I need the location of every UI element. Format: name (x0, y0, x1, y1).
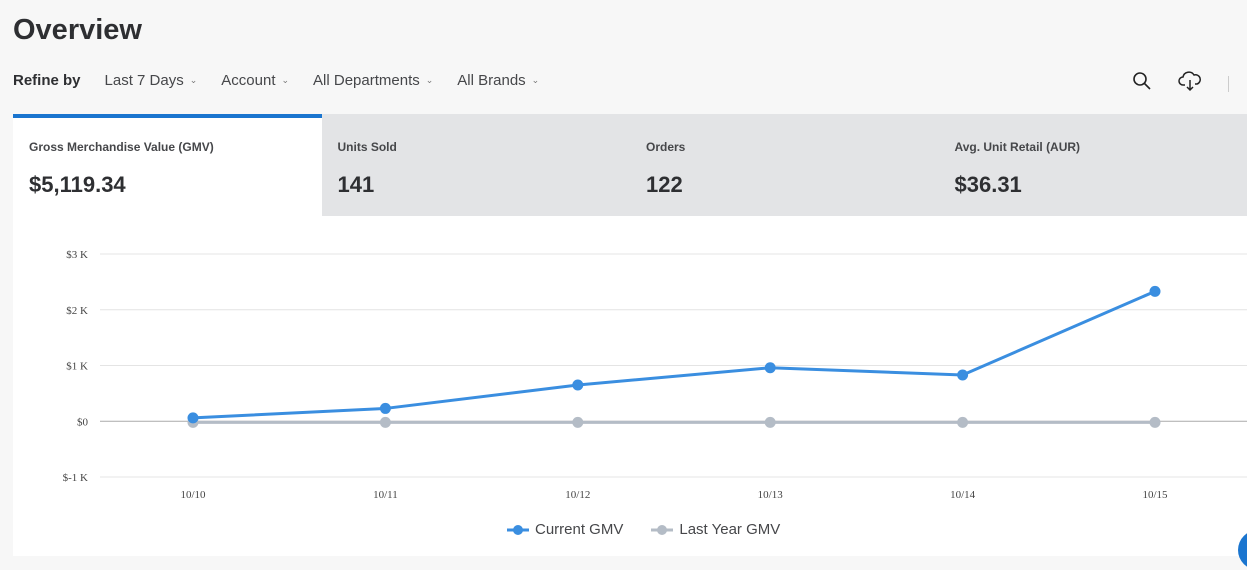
y-tick-label: $0 (77, 416, 89, 428)
data-point (572, 380, 583, 391)
legend-label: Last Year GMV (679, 521, 780, 538)
data-point (1150, 286, 1161, 297)
series-line-current (193, 291, 1155, 418)
y-tick-label: $1 K (66, 361, 88, 373)
legend-label: Current GMV (535, 521, 623, 538)
x-tick-label: 10/14 (950, 489, 976, 501)
data-point (765, 417, 776, 428)
y-tick-label: $-1 K (63, 472, 88, 484)
data-point (188, 412, 199, 423)
data-point (380, 417, 391, 428)
gmv-line-chart: $3 K $2 K $1 K $0 $-1 K 10/10 10/11 10/12 10/13 1… (0, 0, 1247, 556)
x-tick-label: 10/12 (565, 489, 590, 501)
x-tick-label: 10/11 (373, 489, 398, 501)
legend-last-year-gmv[interactable]: Last Year GMV (651, 521, 780, 538)
data-point (380, 403, 391, 414)
x-tick-label: 10/15 (1142, 489, 1168, 501)
chart-legend: Current GMV Last Year GMV (507, 521, 780, 538)
y-tick-label: $3 K (66, 249, 88, 261)
data-point (957, 417, 968, 428)
data-point (1150, 417, 1161, 428)
data-point (957, 369, 968, 380)
data-point (765, 362, 776, 373)
data-point (572, 417, 583, 428)
x-tick-label: 10/13 (758, 489, 784, 501)
y-tick-label: $2 K (66, 305, 88, 317)
x-tick-label: 10/10 (180, 489, 206, 501)
legend-current-gmv[interactable]: Current GMV (507, 521, 623, 538)
